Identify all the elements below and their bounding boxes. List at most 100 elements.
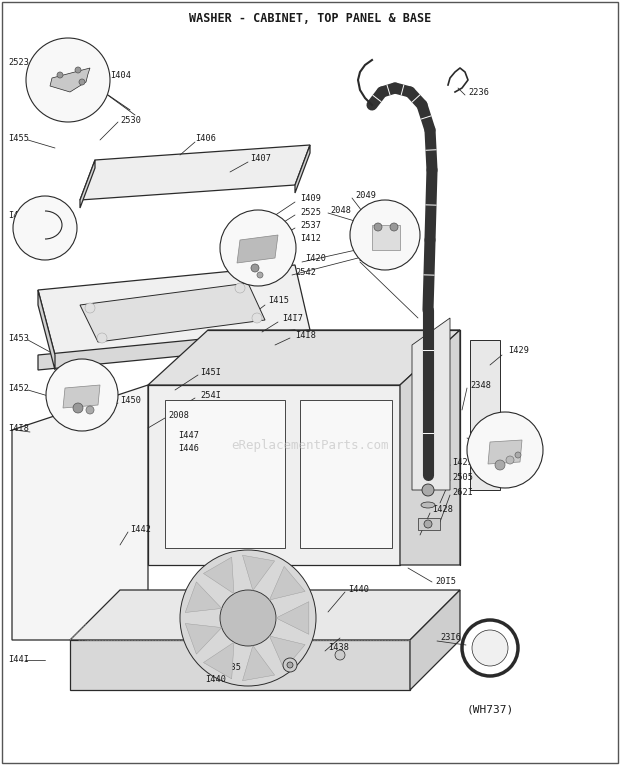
Text: I45I: I45I bbox=[200, 367, 221, 376]
Polygon shape bbox=[242, 555, 275, 591]
Polygon shape bbox=[148, 330, 460, 385]
Polygon shape bbox=[242, 646, 275, 681]
Text: 23I6: 23I6 bbox=[440, 633, 461, 643]
Text: I407: I407 bbox=[250, 154, 271, 162]
Text: 20I5: 20I5 bbox=[435, 578, 456, 587]
Text: I4I7: I4I7 bbox=[282, 314, 303, 323]
Circle shape bbox=[283, 658, 297, 672]
Polygon shape bbox=[203, 643, 234, 679]
Circle shape bbox=[251, 264, 259, 272]
Circle shape bbox=[46, 359, 118, 431]
Text: I440: I440 bbox=[205, 675, 226, 685]
Text: I433: I433 bbox=[510, 467, 531, 477]
Polygon shape bbox=[488, 440, 522, 464]
Polygon shape bbox=[295, 145, 310, 193]
Text: I442: I442 bbox=[130, 526, 151, 535]
Text: I4I8: I4I8 bbox=[8, 424, 29, 432]
Polygon shape bbox=[148, 385, 400, 565]
Polygon shape bbox=[400, 330, 460, 565]
Circle shape bbox=[467, 412, 543, 488]
Polygon shape bbox=[276, 602, 309, 634]
Text: I44I: I44I bbox=[8, 656, 29, 665]
Polygon shape bbox=[270, 566, 305, 600]
Circle shape bbox=[424, 520, 432, 528]
Polygon shape bbox=[12, 385, 148, 640]
Polygon shape bbox=[80, 160, 95, 208]
Polygon shape bbox=[38, 330, 295, 370]
Text: 2537: 2537 bbox=[300, 220, 321, 230]
Polygon shape bbox=[50, 68, 90, 92]
Circle shape bbox=[287, 662, 293, 668]
Circle shape bbox=[257, 272, 263, 278]
Text: I440: I440 bbox=[348, 585, 369, 594]
Polygon shape bbox=[470, 340, 500, 490]
Text: I455: I455 bbox=[8, 134, 29, 142]
Text: 262I: 262I bbox=[452, 487, 473, 496]
Circle shape bbox=[252, 313, 262, 323]
Polygon shape bbox=[63, 385, 100, 408]
Circle shape bbox=[515, 452, 521, 458]
Text: 2560: 2560 bbox=[358, 253, 379, 262]
Polygon shape bbox=[185, 582, 222, 613]
Circle shape bbox=[335, 650, 345, 660]
Text: 254I: 254I bbox=[200, 390, 221, 399]
Circle shape bbox=[390, 223, 398, 231]
Text: 2530: 2530 bbox=[120, 116, 141, 125]
Circle shape bbox=[57, 72, 63, 78]
Text: I446: I446 bbox=[178, 444, 199, 453]
Text: 2008: 2008 bbox=[168, 411, 189, 419]
Polygon shape bbox=[410, 590, 460, 690]
Text: 2049: 2049 bbox=[355, 190, 376, 200]
Polygon shape bbox=[80, 283, 265, 342]
Text: I429: I429 bbox=[508, 346, 529, 354]
Ellipse shape bbox=[421, 502, 435, 508]
Polygon shape bbox=[203, 557, 234, 594]
Text: 2525: 2525 bbox=[300, 207, 321, 216]
Text: 2542: 2542 bbox=[295, 268, 316, 276]
Circle shape bbox=[26, 38, 110, 122]
Polygon shape bbox=[412, 318, 450, 490]
Polygon shape bbox=[38, 265, 310, 355]
Text: I438: I438 bbox=[328, 643, 349, 653]
Text: I420: I420 bbox=[305, 253, 326, 262]
Circle shape bbox=[235, 283, 245, 293]
Circle shape bbox=[472, 630, 508, 666]
Text: I412: I412 bbox=[300, 233, 321, 243]
Circle shape bbox=[506, 456, 514, 464]
Polygon shape bbox=[185, 623, 222, 654]
Circle shape bbox=[422, 484, 434, 496]
Text: I452: I452 bbox=[8, 383, 29, 392]
Text: I450: I450 bbox=[120, 396, 141, 405]
Text: I404: I404 bbox=[110, 70, 131, 80]
Circle shape bbox=[86, 406, 94, 414]
Circle shape bbox=[495, 460, 505, 470]
Text: I454: I454 bbox=[8, 210, 29, 220]
Text: (WH737): (WH737) bbox=[466, 705, 513, 715]
Polygon shape bbox=[418, 518, 440, 530]
Text: I432: I432 bbox=[490, 451, 511, 460]
Polygon shape bbox=[372, 225, 400, 250]
Polygon shape bbox=[38, 290, 55, 370]
Polygon shape bbox=[270, 636, 305, 669]
Circle shape bbox=[374, 223, 382, 231]
Text: 2236: 2236 bbox=[468, 87, 489, 96]
Text: 2523: 2523 bbox=[8, 57, 29, 67]
Text: I406: I406 bbox=[195, 134, 216, 142]
Text: WASHER - CABINET, TOP PANEL & BASE: WASHER - CABINET, TOP PANEL & BASE bbox=[189, 12, 431, 25]
Text: 2505: 2505 bbox=[452, 473, 473, 481]
Circle shape bbox=[350, 200, 420, 270]
Circle shape bbox=[73, 403, 83, 413]
Text: I428: I428 bbox=[432, 506, 453, 515]
Text: 2222: 2222 bbox=[470, 431, 491, 440]
Polygon shape bbox=[80, 145, 310, 200]
Polygon shape bbox=[70, 640, 410, 690]
Polygon shape bbox=[70, 590, 460, 640]
Text: I4I8: I4I8 bbox=[295, 330, 316, 340]
Text: I409: I409 bbox=[300, 194, 321, 203]
Polygon shape bbox=[237, 235, 278, 263]
Text: 2348: 2348 bbox=[470, 380, 491, 389]
Circle shape bbox=[79, 79, 85, 85]
Circle shape bbox=[180, 550, 316, 686]
Circle shape bbox=[220, 210, 296, 286]
Text: I415: I415 bbox=[268, 295, 289, 304]
